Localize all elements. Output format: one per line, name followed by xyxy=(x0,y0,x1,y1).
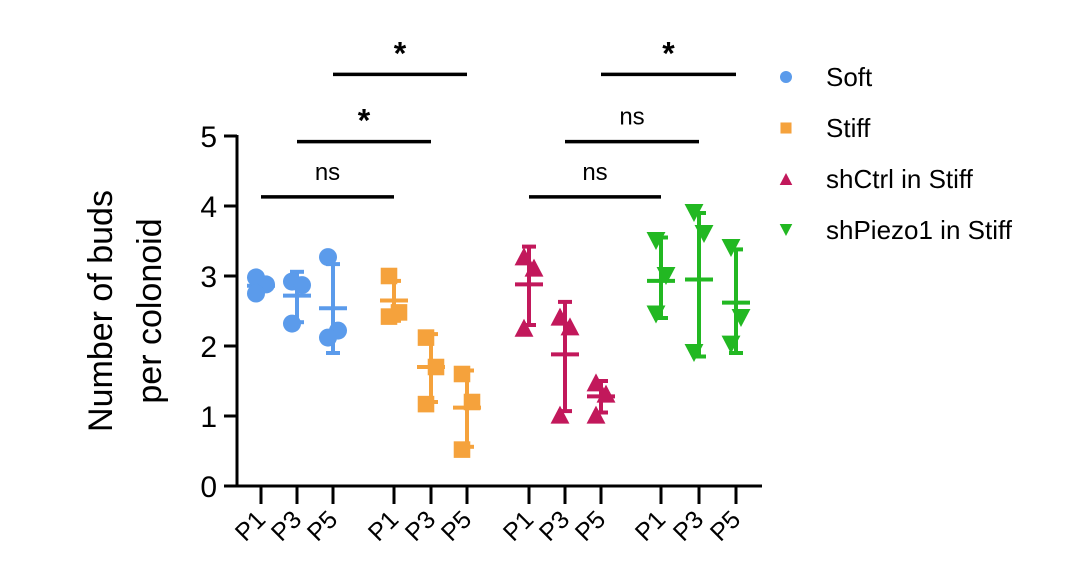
legend-marker xyxy=(779,224,793,236)
y-tick-label: 4 xyxy=(200,191,217,224)
condition-p1 xyxy=(247,268,275,303)
condition-p1 xyxy=(646,232,676,324)
y-tick-label: 2 xyxy=(200,331,217,364)
data-point xyxy=(586,405,606,424)
data-point xyxy=(731,309,751,327)
significance-label: * xyxy=(662,35,675,71)
y-axis-title-line-1: Number of buds xyxy=(82,190,120,432)
legend-item: shCtrl in Stiff xyxy=(779,164,974,194)
x-tick-label: P3 xyxy=(266,505,307,546)
significance-label: ns xyxy=(619,104,644,131)
significance-bracket: ns xyxy=(565,104,699,144)
x-tick-label: P1 xyxy=(363,505,404,546)
series-shpiezo1-in-stiff xyxy=(646,204,751,362)
significance-label: ns xyxy=(315,159,340,186)
legend-label: Soft xyxy=(826,62,873,92)
data-point xyxy=(319,328,337,347)
significance-annotations: ns * * ns ns * xyxy=(261,35,736,199)
data-point xyxy=(417,395,435,413)
x-tick-label: P5 xyxy=(302,505,343,546)
condition-p1 xyxy=(514,244,544,337)
significance-label: * xyxy=(394,35,407,71)
data-point xyxy=(646,305,666,324)
significance-bracket: * xyxy=(601,35,736,77)
legend: Soft Stiff shCtrl in Stiff shPiezo1 in Stif… xyxy=(779,62,1013,245)
axes: 0 1 2 3 4 5 xyxy=(200,121,762,504)
data-point xyxy=(694,225,714,243)
legend-marker xyxy=(779,173,793,185)
legend-item: Stiff xyxy=(780,113,871,143)
y-tick-label: 1 xyxy=(200,401,217,434)
y-tick-label: 5 xyxy=(200,121,217,154)
x-tick-label: P1 xyxy=(630,505,671,546)
y-tick-label: 0 xyxy=(200,471,217,504)
data-point xyxy=(380,308,398,325)
y-axis-title-line-2: per colonoid xyxy=(131,218,169,403)
data-point xyxy=(417,329,435,346)
condition-p5 xyxy=(586,373,616,424)
legend-label: Stiff xyxy=(826,113,871,143)
data-point xyxy=(514,247,534,266)
x-tick-label: P3 xyxy=(668,505,709,546)
x-tick-label: P1 xyxy=(498,505,539,546)
data-point xyxy=(283,314,301,333)
condition-p5 xyxy=(319,248,347,355)
data-point xyxy=(427,358,445,376)
data-point xyxy=(684,344,704,362)
condition-p3 xyxy=(684,204,714,362)
data-point xyxy=(550,405,570,424)
data-point xyxy=(380,267,398,285)
series-stiff xyxy=(380,267,481,458)
data-point xyxy=(453,365,471,383)
legend-label: shCtrl in Stiff xyxy=(826,164,974,194)
data-point xyxy=(463,393,481,411)
significance-label: ns xyxy=(582,159,607,186)
condition-p3 xyxy=(283,269,311,333)
y-axis-title: Number of buds per colonoid xyxy=(82,190,169,432)
x-tick-label: P3 xyxy=(534,505,575,546)
x-tick-label: P5 xyxy=(570,505,611,546)
x-tick-label: P1 xyxy=(230,505,271,546)
data-point xyxy=(656,267,676,285)
plot-area xyxy=(247,204,751,458)
data-point xyxy=(514,318,534,337)
data-point xyxy=(247,284,265,303)
legend-marker xyxy=(780,71,792,83)
data-point xyxy=(293,276,311,295)
condition-p5 xyxy=(721,239,751,355)
legend-item: shPiezo1 in Stiff xyxy=(779,215,1013,245)
legend-item: Soft xyxy=(780,62,873,92)
condition-p5 xyxy=(453,365,481,458)
data-point xyxy=(560,317,580,336)
data-point xyxy=(684,204,704,222)
significance-bracket: ns xyxy=(529,159,661,199)
data-point xyxy=(453,441,471,458)
data-point xyxy=(646,232,666,250)
data-point xyxy=(721,239,741,257)
condition-p3 xyxy=(550,299,580,424)
x-tick-label: P3 xyxy=(400,505,441,546)
data-point xyxy=(596,384,616,403)
significance-bracket: * xyxy=(333,35,467,77)
condition-p1 xyxy=(380,267,408,325)
data-point xyxy=(319,248,337,267)
significance-bracket: ns xyxy=(261,159,394,199)
legend-marker xyxy=(780,122,792,134)
data-point xyxy=(524,258,544,277)
series-soft xyxy=(247,248,347,355)
series-shctrl-in-stiff xyxy=(514,244,616,424)
x-tick-label: P5 xyxy=(436,505,477,546)
significance-label: * xyxy=(358,103,371,139)
condition-p3 xyxy=(417,329,445,413)
data-point xyxy=(550,307,570,326)
legend-label: shPiezo1 in Stiff xyxy=(826,215,1013,245)
data-point xyxy=(721,335,741,354)
x-tick-label: P5 xyxy=(705,505,746,546)
data-point xyxy=(586,373,606,392)
y-tick-label: 3 xyxy=(200,261,217,294)
significance-bracket: * xyxy=(297,103,431,144)
